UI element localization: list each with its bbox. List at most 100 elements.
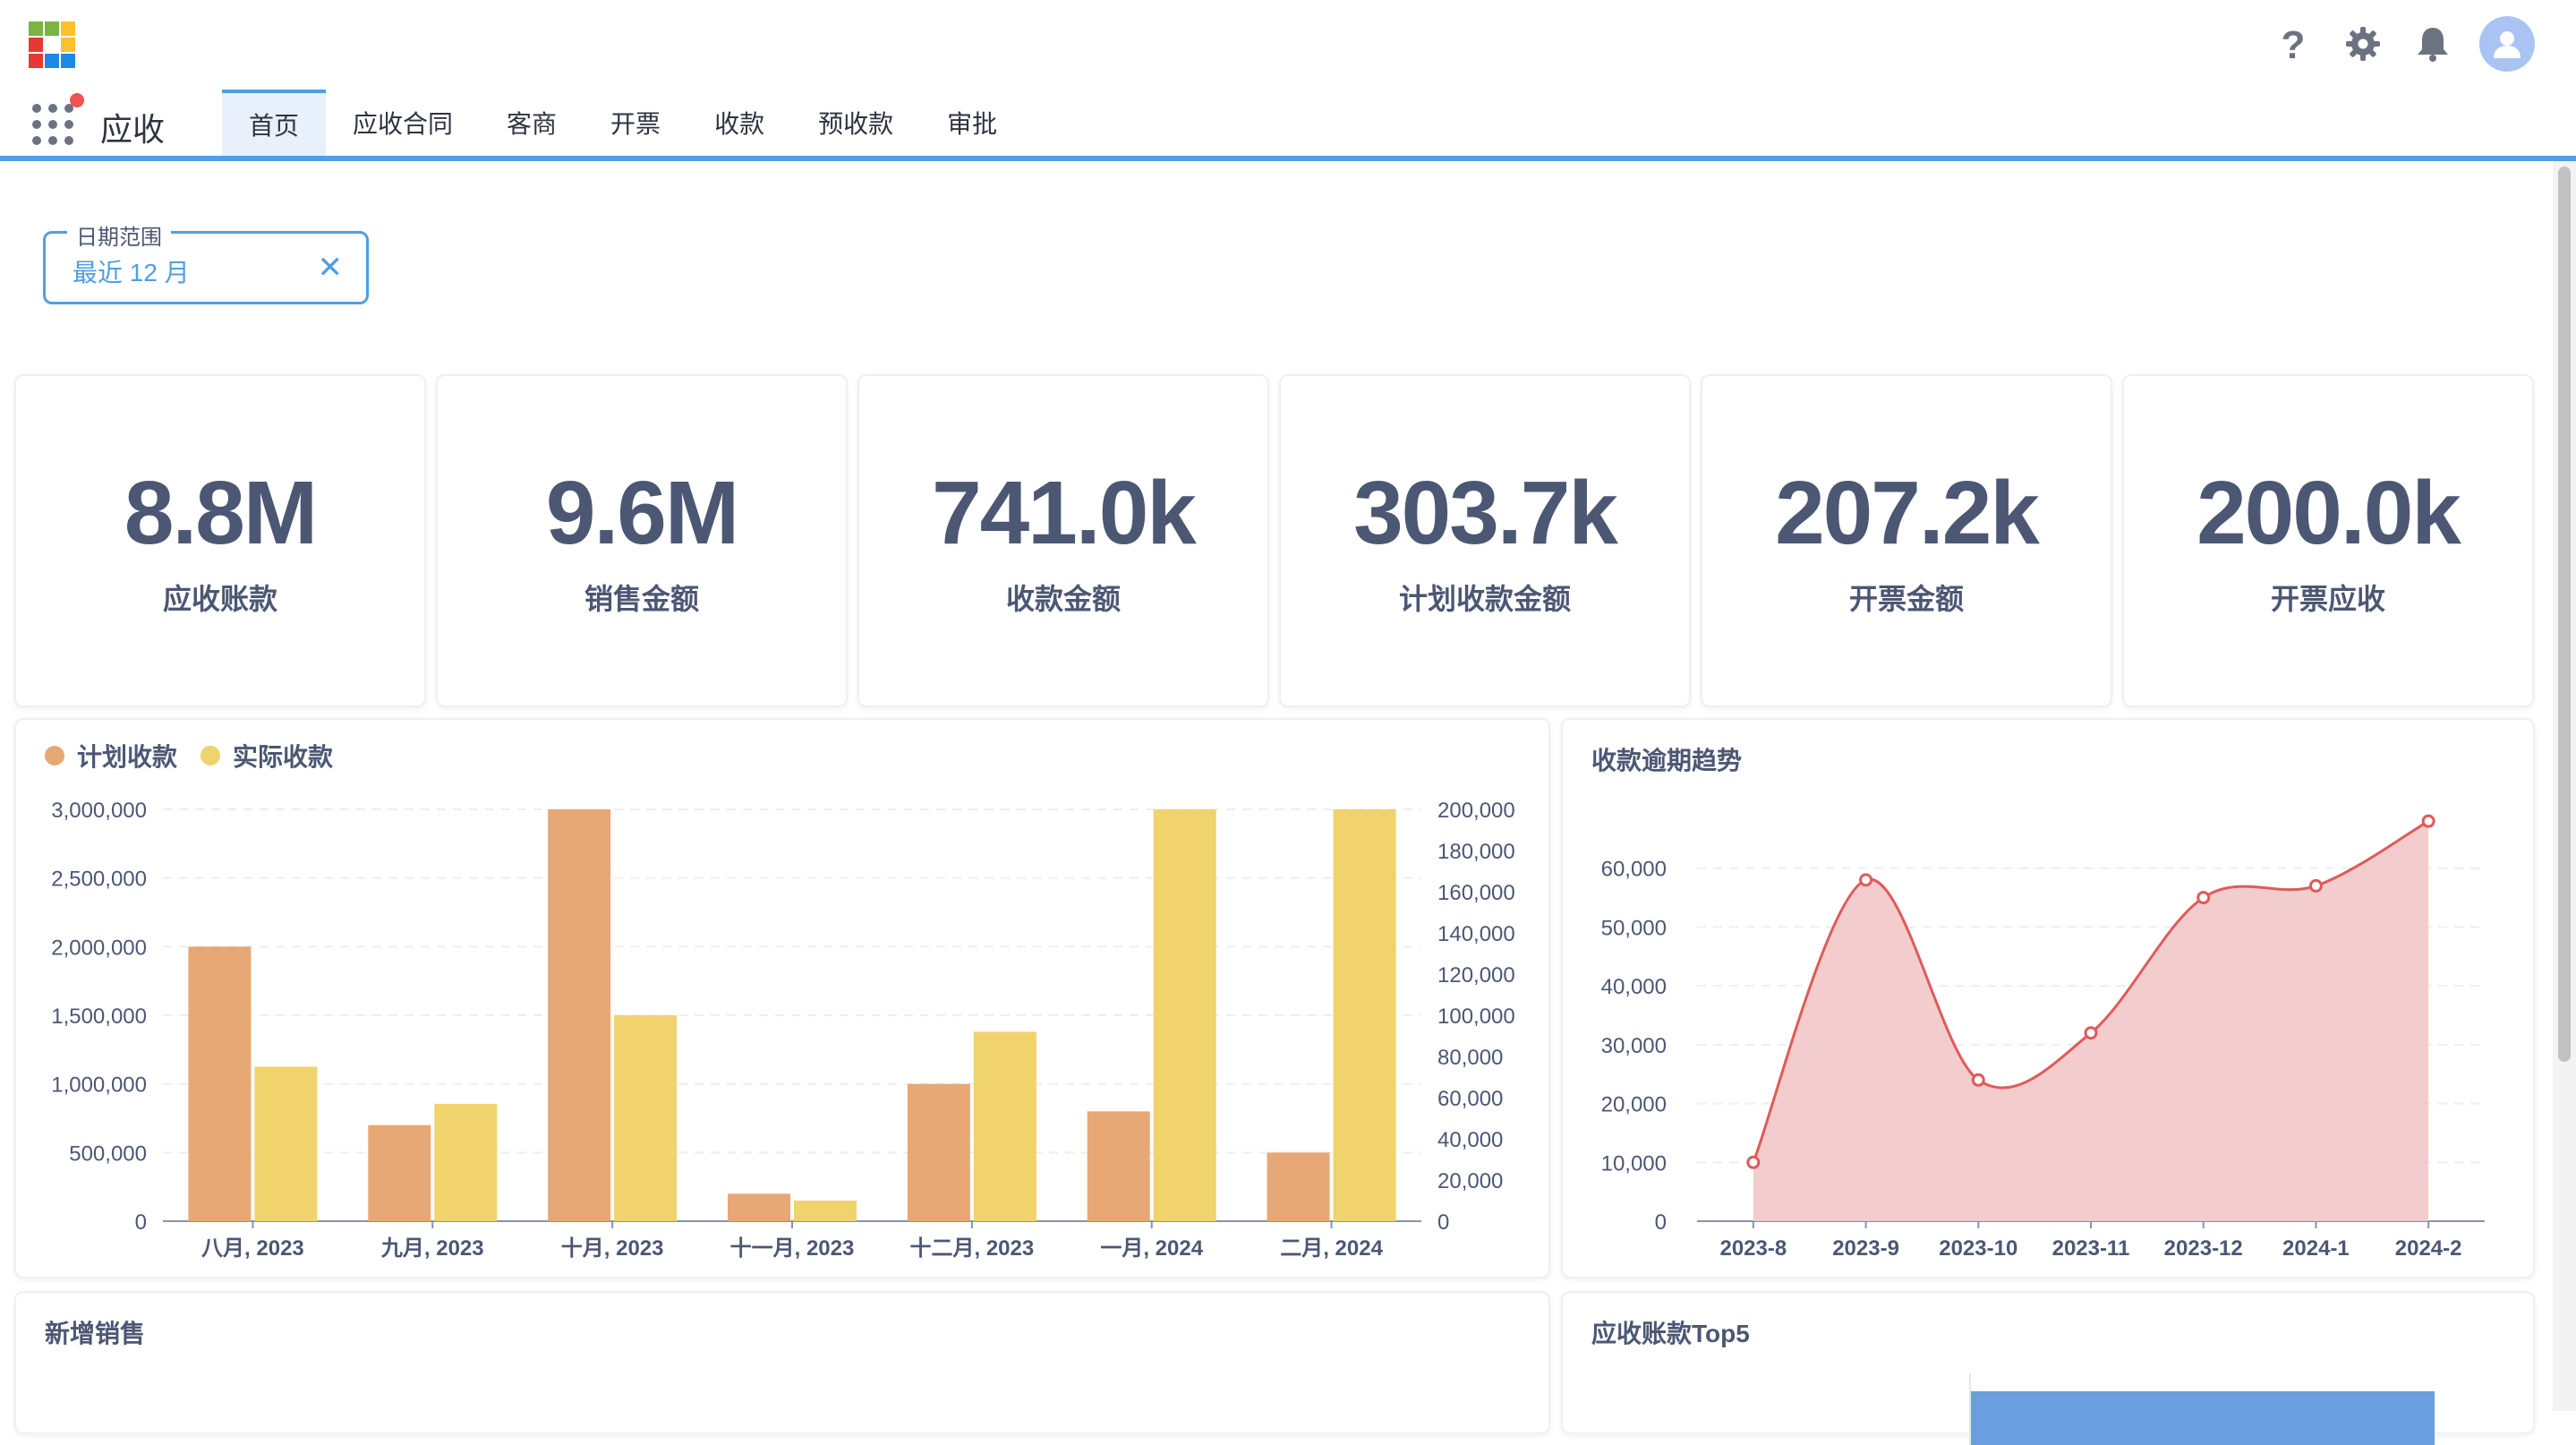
date-range-filter[interactable]: 日期范围 最近 12 月 ✕ (43, 219, 369, 304)
x-tick-label: 十二月, 2023 (909, 1236, 1034, 1261)
tab-invoicing[interactable]: 开票 (610, 110, 661, 138)
x-tick-label: 2023-11 (2052, 1236, 2130, 1261)
y-right-tick-label: 0 (1437, 1210, 1449, 1235)
user-avatar-icon[interactable] (2479, 16, 2535, 72)
tab-merchants[interactable]: 客商 (507, 110, 558, 138)
legend-item-actual[interactable]: 实际收款 (200, 738, 333, 774)
bar-actual[interactable] (1153, 809, 1216, 1221)
kpi-card-invoiced[interactable]: 207.2k 开票金额 (1701, 374, 2112, 707)
trend-point[interactable] (2196, 891, 2211, 905)
y-right-tick-label: 120,000 (1437, 963, 1515, 988)
kpi-value: 303.7k (1353, 463, 1618, 563)
bar-planned[interactable] (188, 946, 252, 1221)
tab-home[interactable]: 首页 (222, 90, 327, 156)
help-icon[interactable]: ? (2270, 21, 2316, 67)
y-left-tick-label: 2,500,000 (51, 868, 147, 892)
y-tick-label: 60,000 (1601, 858, 1667, 882)
x-tick-label: 一月, 2024 (1100, 1236, 1203, 1261)
page-scrollbar[interactable] (2553, 161, 2576, 1411)
kpi-label: 开票应收 (2270, 583, 2385, 615)
kpi-value: 741.0k (932, 463, 1197, 563)
tab-prepayments[interactable]: 预收款 (818, 110, 894, 138)
overdue-trend-chart-card: 收款逾期趋势 0 10,000 20,000 30,000 40,000 50,000 60… (1561, 718, 2535, 1278)
y-left-tick-label: 3,000,000 (51, 799, 147, 823)
bar-actual[interactable] (434, 1103, 498, 1221)
bell-icon[interactable] (2410, 21, 2456, 67)
app-title: 应收 (100, 111, 166, 148)
app-logo-icon[interactable] (29, 21, 75, 68)
legend-dot-planned (45, 746, 64, 765)
trend-point[interactable] (2421, 814, 2435, 828)
y-right-tick-label: 40,000 (1437, 1128, 1503, 1152)
bar-actual[interactable] (973, 1031, 1036, 1221)
kpi-label: 计划收款金额 (1398, 583, 1571, 615)
kpi-card-collections[interactable]: 741.0k 收款金额 (857, 374, 1269, 707)
y-right-tick-label: 180,000 (1437, 840, 1515, 864)
top-navigation-bar: ? (0, 0, 2576, 161)
bar-planned[interactable] (728, 1193, 790, 1221)
bar-actual[interactable] (614, 1015, 678, 1221)
x-tick-label: 十月, 2023 (561, 1236, 664, 1261)
bar-planned[interactable] (1267, 1152, 1330, 1221)
tab-receivable-contracts[interactable]: 应收合同 (353, 110, 454, 138)
top5-bar[interactable] (1971, 1391, 2435, 1445)
kpi-value: 8.8M (124, 463, 318, 563)
trend-point[interactable] (1859, 873, 1873, 887)
bar-planned[interactable] (1087, 1111, 1150, 1221)
x-tick-label: 十一月, 2023 (730, 1236, 855, 1261)
clear-filter-icon[interactable]: ✕ (317, 251, 344, 285)
y-tick-label: 40,000 (1601, 975, 1667, 999)
x-tick-label: 2023-8 (1719, 1236, 1787, 1261)
y-right-tick-label: 60,000 (1437, 1087, 1503, 1111)
trend-point[interactable] (2084, 1026, 2098, 1040)
legend-dot-actual (200, 746, 221, 765)
new-sales-card: 新增销售 (14, 1291, 1550, 1434)
top5-axis-line (1969, 1373, 1971, 1445)
new-sales-title: 新增销售 (45, 1320, 146, 1347)
y-left-tick-label: 2,000,000 (51, 936, 147, 960)
y-right-tick-label: 200,000 (1437, 799, 1515, 823)
trend-point[interactable] (2308, 878, 2323, 893)
trend-point[interactable] (1746, 1155, 1761, 1169)
bar-planned[interactable] (368, 1124, 431, 1221)
kpi-card-invoice-receivable[interactable]: 200.0k 开票应收 (2122, 374, 2534, 707)
kpi-value: 200.0k (2196, 463, 2461, 563)
bar-planned[interactable] (907, 1083, 970, 1221)
scrollbar-thumb[interactable] (2558, 167, 2571, 1062)
x-tick-label: 八月, 2023 (201, 1236, 304, 1261)
y-right-tick-label: 80,000 (1437, 1046, 1503, 1070)
kpi-label: 销售金额 (584, 583, 699, 615)
kpi-card-receivables[interactable]: 8.8M 应收账款 (14, 374, 426, 707)
x-tick-label: 2024-1 (2282, 1236, 2350, 1261)
x-tick-label: 2023-9 (1832, 1236, 1899, 1261)
y-right-tick-label: 100,000 (1437, 1005, 1515, 1029)
gear-icon[interactable] (2340, 21, 2386, 67)
bar-actual[interactable] (254, 1066, 318, 1222)
bar-chart: 0 500,000 1,000,000 1,500,000 2,000,000 2,500… (51, 799, 1515, 1261)
filter-value[interactable]: 最近 12 月 (73, 259, 190, 286)
tab-collections[interactable]: 收款 (714, 110, 765, 138)
y-tick-label: 30,000 (1601, 1034, 1667, 1058)
x-tick-label: 2023-12 (2164, 1236, 2243, 1261)
y-left-tick-label: 1,000,000 (51, 1073, 147, 1098)
y-right-tick-label: 160,000 (1437, 881, 1515, 905)
receivables-top5-card: 应收账款Top5 (1561, 1291, 2535, 1445)
trend-chart-title: 收款逾期趋势 (1591, 747, 1743, 774)
bar-actual[interactable] (794, 1201, 857, 1221)
legend-item-planned[interactable]: 计划收款 (45, 738, 177, 774)
kpi-card-planned-collections[interactable]: 303.7k 计划收款金额 (1279, 374, 1691, 707)
app-launcher-icon[interactable] (32, 104, 73, 145)
y-left-tick-label: 0 (135, 1210, 147, 1235)
collections-bar-chart-card: 计划收款 实际收款 0 500,000 1,000,000 1,500,000 2,00… (14, 718, 1550, 1278)
x-tick-label: 二月, 2024 (1280, 1236, 1383, 1261)
y-tick-label: 10,000 (1601, 1151, 1667, 1176)
kpi-card-sales[interactable]: 9.6M 销售金额 (436, 374, 848, 707)
main-tabs: 首页 应收合同 客商 开票 收款 预收款 审批 (222, 90, 1024, 156)
bar-actual[interactable] (1333, 809, 1396, 1221)
legend-label-actual: 实际收款 (233, 743, 334, 771)
tab-approvals[interactable]: 审批 (947, 110, 998, 138)
bar-planned[interactable] (548, 809, 611, 1221)
trend-point[interactable] (1971, 1073, 1985, 1087)
notification-dot (70, 93, 84, 107)
kpi-value: 9.6M (545, 463, 739, 563)
